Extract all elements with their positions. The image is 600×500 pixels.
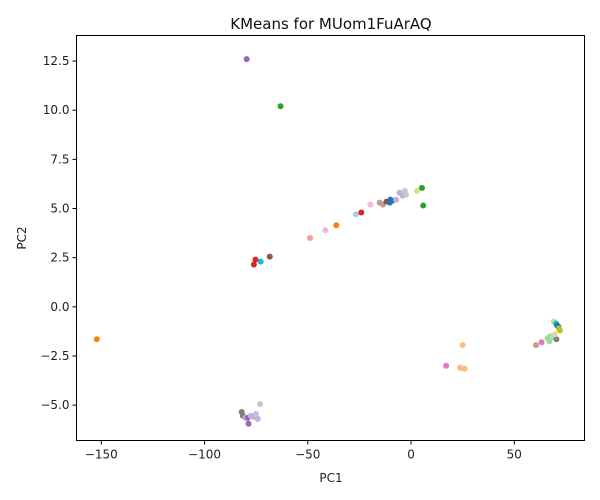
x-tick-label: 0 — [407, 448, 415, 462]
x-axis-ticks: −150 −100 −50 0 50 — [85, 440, 522, 462]
data-point — [532, 342, 539, 349]
x-tick-label: 50 — [507, 448, 522, 462]
data-point — [420, 202, 427, 209]
data-point — [538, 339, 545, 346]
data-point — [243, 56, 250, 63]
y-axis-ticks: −5.0 −2.5 0.0 2.5 5.0 7.5 10.0 12.5 — [40, 54, 77, 412]
x-axis-title: PC1 — [319, 471, 342, 485]
chart-title: KMeans for MUom1FuArAQ — [230, 15, 431, 33]
data-point — [443, 362, 450, 369]
data-point — [358, 209, 365, 216]
data-point — [252, 410, 259, 417]
y-tick-label: −2.5 — [40, 349, 69, 363]
data-point — [245, 420, 252, 427]
data-point — [352, 211, 359, 218]
data-point — [257, 258, 264, 265]
data-point — [459, 342, 466, 349]
x-tick-label: −150 — [85, 448, 118, 462]
data-point — [93, 336, 100, 343]
x-tick-label: −100 — [188, 448, 221, 462]
y-axis-title: PC2 — [15, 226, 29, 249]
data-point — [266, 253, 273, 260]
y-tick-label: 10.0 — [43, 103, 70, 117]
data-point — [402, 191, 409, 198]
data-point — [393, 196, 400, 203]
y-tick-label: 0.0 — [50, 300, 69, 314]
x-tick-label: −50 — [295, 448, 320, 462]
y-tick-label: 2.5 — [50, 251, 69, 265]
data-point — [254, 415, 261, 422]
data-point — [556, 327, 563, 334]
data-point — [367, 201, 374, 208]
data-point — [277, 103, 284, 110]
data-point — [322, 227, 329, 234]
y-tick-label: 12.5 — [43, 54, 70, 68]
data-point — [414, 187, 421, 194]
data-points — [93, 56, 563, 427]
y-tick-label: 5.0 — [50, 202, 69, 216]
data-point — [461, 365, 468, 372]
data-point — [418, 184, 425, 191]
y-tick-label: −5.0 — [40, 398, 69, 412]
data-point — [553, 336, 560, 343]
data-point — [250, 261, 257, 268]
data-point — [551, 331, 558, 338]
data-point — [252, 256, 259, 263]
plot-frame — [76, 35, 585, 441]
data-point — [307, 235, 314, 241]
data-point — [257, 401, 264, 408]
y-tick-label: 7.5 — [50, 152, 69, 166]
data-point — [333, 222, 340, 229]
